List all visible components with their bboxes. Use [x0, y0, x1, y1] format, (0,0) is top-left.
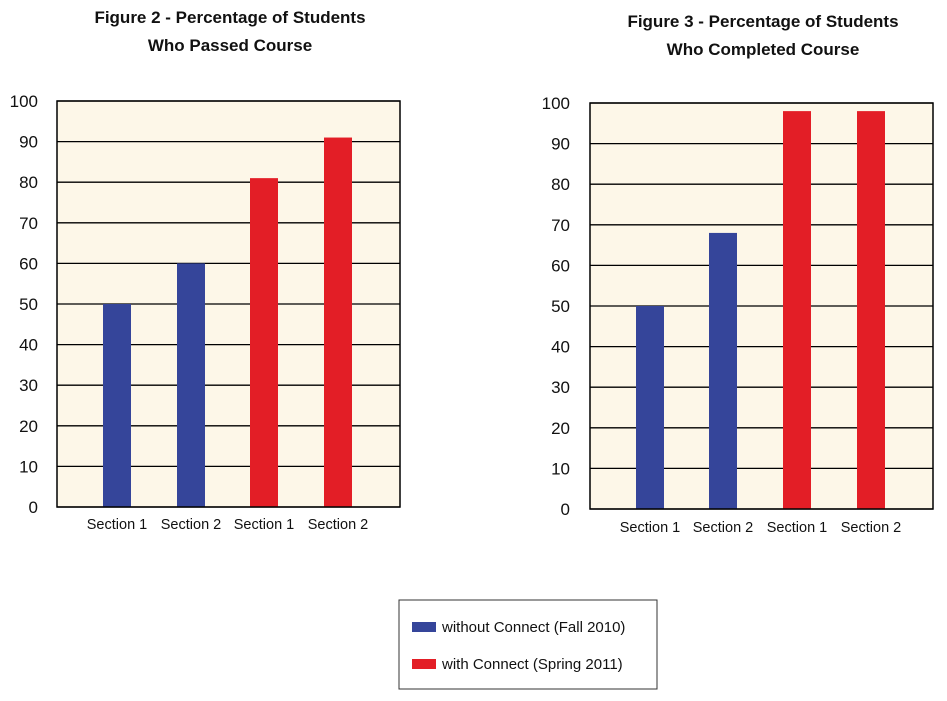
y-tick-label: 20	[551, 419, 570, 438]
y-tick-label: 80	[551, 175, 570, 194]
legend: without Connect (Fall 2010) with Connect …	[398, 599, 658, 690]
chart-title-line: Who Completed Course	[667, 40, 860, 59]
x-category-label: Section 1	[234, 517, 294, 533]
y-tick-label: 50	[19, 295, 38, 314]
bar-without-connect	[636, 306, 664, 509]
y-tick-label: 30	[551, 378, 570, 397]
bar-without-connect	[103, 304, 131, 507]
plot-border	[56, 100, 401, 508]
legend-label-without: without Connect (Fall 2010)	[441, 619, 625, 636]
y-tick-label: 10	[19, 457, 38, 476]
chart-title-line: Figure 3 - Percentage of Students	[627, 12, 898, 31]
y-tick-label: 10	[551, 459, 570, 478]
x-category-label: Section 2	[693, 520, 753, 536]
x-category-label: Section 2	[161, 517, 221, 533]
chart-title-line: Who Passed Course	[148, 36, 312, 55]
bar-with-connect	[783, 111, 811, 510]
chart-1: Figure 2 - Percentage of Students Who Pas…	[10, 8, 401, 533]
legend-swatch-with	[412, 659, 436, 669]
legend-swatch-without	[412, 622, 436, 632]
x-category-label: Section 2	[308, 517, 368, 533]
y-tick-label: 90	[19, 133, 38, 152]
x-category-label: Section 1	[87, 517, 147, 533]
bar-without-connect	[177, 263, 205, 507]
y-tick-label: 100	[542, 94, 570, 113]
y-tick-label: 70	[551, 216, 570, 235]
y-tick-label: 80	[19, 173, 38, 192]
bar-with-connect	[324, 137, 352, 508]
y-tick-label: 70	[19, 214, 38, 233]
y-tick-label: 60	[551, 256, 570, 275]
y-tick-label: 100	[10, 92, 38, 111]
bar-with-connect	[857, 111, 885, 510]
bar-without-connect	[709, 232, 737, 510]
legend-box	[398, 599, 658, 690]
legend-label-with: with Connect (Spring 2011)	[441, 656, 623, 673]
y-tick-label: 40	[19, 336, 38, 355]
y-tick-label: 0	[29, 498, 38, 517]
x-category-label: Section 1	[620, 520, 680, 536]
y-tick-label: 20	[19, 417, 38, 436]
y-tick-label: 40	[551, 338, 570, 357]
y-tick-label: 60	[19, 254, 38, 273]
y-tick-label: 0	[561, 500, 570, 519]
y-tick-label: 50	[551, 297, 570, 316]
y-tick-label: 90	[551, 135, 570, 154]
chart-title-line: Figure 2 - Percentage of Students	[94, 8, 365, 27]
y-tick-label: 30	[19, 376, 38, 395]
x-category-label: Section 1	[767, 520, 827, 536]
x-category-label: Section 2	[841, 520, 901, 536]
chart-2: Figure 3 - Percentage of Students Who Com…	[542, 12, 934, 536]
plot-border	[589, 102, 934, 510]
bar-with-connect	[250, 178, 278, 507]
